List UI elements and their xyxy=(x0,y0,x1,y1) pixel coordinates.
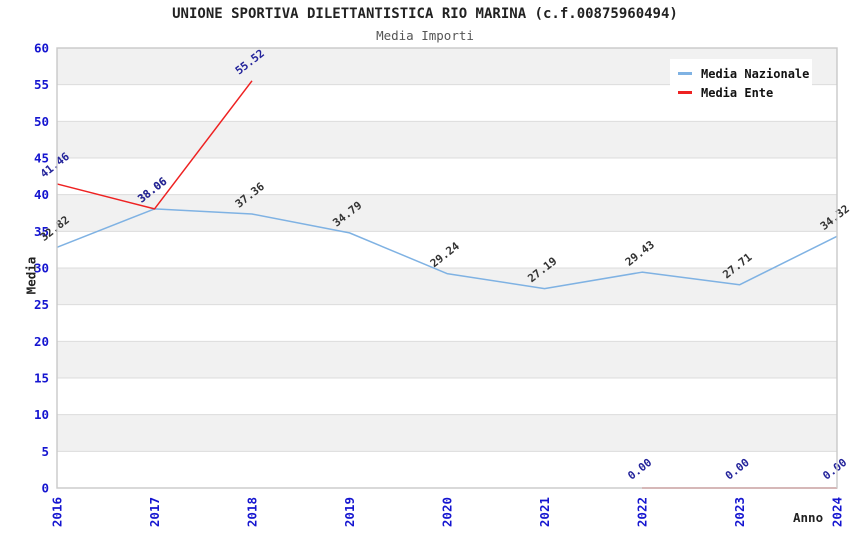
y-tick-label: 40 xyxy=(34,187,49,202)
y-tick-label: 25 xyxy=(34,297,49,312)
x-tick-label: 2023 xyxy=(732,497,747,527)
x-tick-label: 2016 xyxy=(50,497,65,527)
plot-band xyxy=(57,414,837,452)
x-tick-label: 2017 xyxy=(147,497,162,527)
y-tick-label: 20 xyxy=(34,334,49,349)
series-line-1 xyxy=(56,80,253,210)
legend-item-media-nazionale: Media Nazionale xyxy=(678,64,812,83)
legend-label: Media Nazionale xyxy=(701,66,810,81)
legend-item-media-ente: Media Ente xyxy=(678,83,812,102)
x-axis-title: Anno xyxy=(793,510,824,525)
data-label-0: 29.43 xyxy=(623,238,657,269)
y-tick-label: 0 xyxy=(41,481,49,496)
chart-subtitle: Media Importi xyxy=(376,28,474,43)
series-line-0 xyxy=(56,208,838,290)
chart-legend: Media Nazionale Media Ente xyxy=(670,59,812,107)
y-tick-label: 10 xyxy=(34,407,49,422)
x-tick-label: 2019 xyxy=(342,497,357,527)
y-axis-title: Media xyxy=(23,256,39,295)
data-label-1: 0.00 xyxy=(625,456,654,483)
x-tick-label: 2021 xyxy=(537,497,552,527)
y-tick-label: 5 xyxy=(41,444,49,459)
media-ente-line-swatch xyxy=(678,91,692,94)
y-tick-label: 60 xyxy=(34,41,49,56)
x-tick-label: 2020 xyxy=(440,497,455,527)
data-label-0: 29.24 xyxy=(428,239,462,270)
plot-band xyxy=(57,194,837,232)
y-tick-label: 30 xyxy=(34,261,49,276)
plot-band xyxy=(57,121,837,158)
data-label-1: 0.00 xyxy=(723,456,752,483)
y-tick-label: 50 xyxy=(34,114,49,129)
y-tick-label: 35 xyxy=(34,224,49,239)
y-tick-label: 45 xyxy=(34,151,49,166)
media-nazionale-line-swatch xyxy=(678,72,692,75)
y-tick-label: 15 xyxy=(34,371,49,386)
chart-title: UNIONE SPORTIVA DILETTANTISTICA RIO MARI… xyxy=(172,6,678,22)
x-tick-label: 2018 xyxy=(245,497,260,527)
plot-band xyxy=(57,341,837,378)
legend-label: Media Ente xyxy=(701,85,774,100)
x-tick-label: 2024 xyxy=(830,497,845,527)
plot-border xyxy=(56,47,838,489)
data-label-1: 0.00 xyxy=(820,456,849,483)
y-tick-label: 55 xyxy=(34,77,49,92)
x-tick-label: 2022 xyxy=(635,497,650,527)
